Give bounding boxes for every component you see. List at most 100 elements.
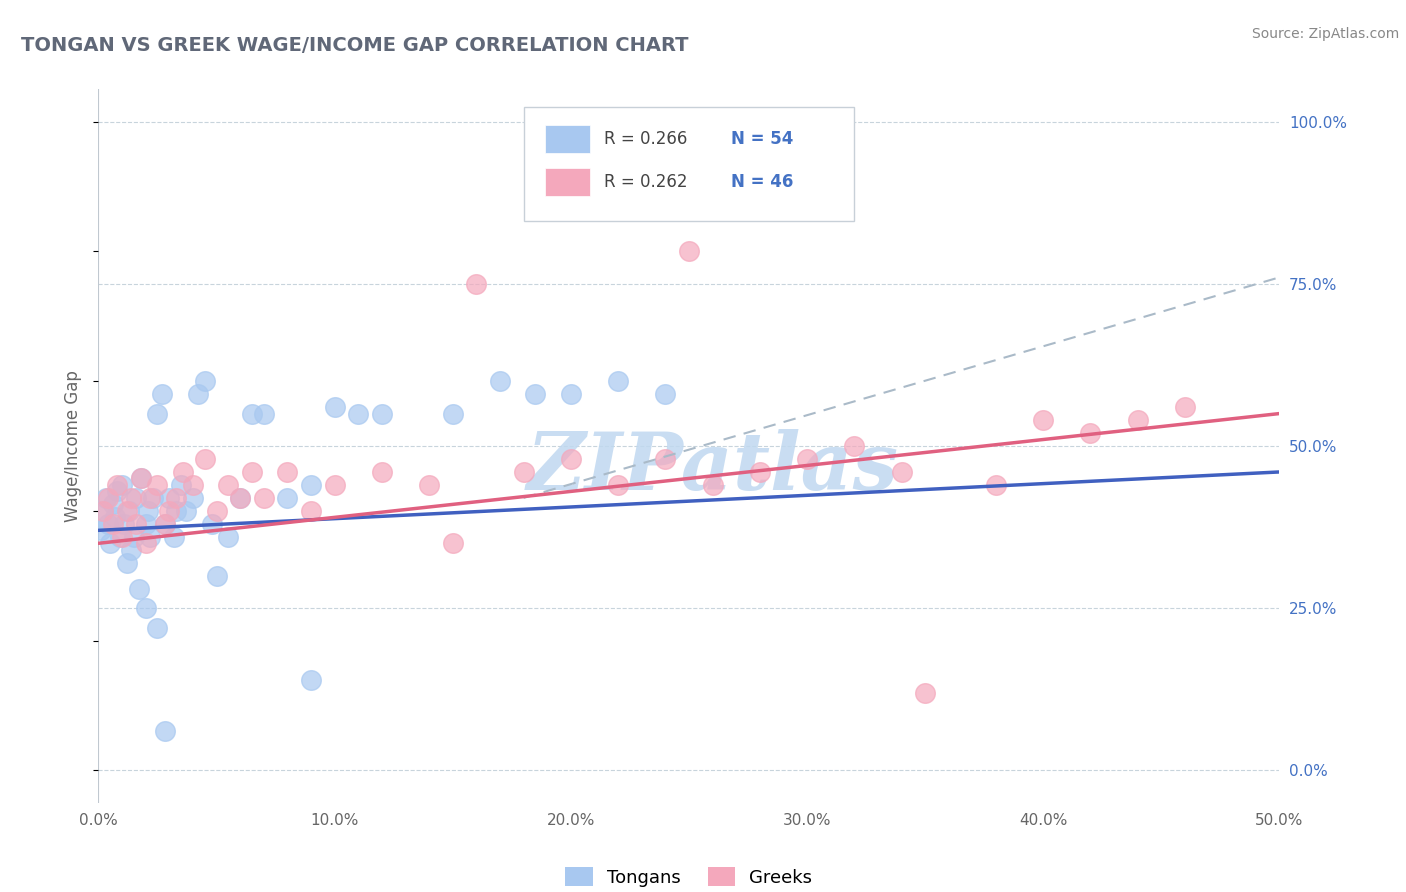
Point (323, 400, 346, 414)
Point (181, 491, 204, 505)
Point (187, 387, 209, 401)
Point (121, 542, 143, 557)
Point (135, 516, 157, 531)
Point (240, 407, 263, 421)
Point (276, 491, 298, 505)
Bar (523, 107, 855, 221)
Point (146, 478, 169, 492)
Point (108, 530, 131, 544)
Point (194, 452, 217, 467)
Point (489, 374, 512, 388)
Point (104, 510, 127, 524)
Point (146, 407, 169, 421)
Point (97, 491, 120, 505)
Point (129, 471, 152, 485)
Point (524, 387, 547, 401)
Point (217, 478, 239, 492)
Point (115, 556, 138, 570)
Point (560, 387, 582, 401)
Text: Source: ZipAtlas.com: Source: ZipAtlas.com (1251, 27, 1399, 41)
Y-axis label: Wage/Income Gap: Wage/Income Gap (65, 370, 83, 522)
Point (105, 484, 128, 499)
Point (253, 407, 276, 421)
Point (181, 478, 204, 492)
Point (153, 516, 176, 531)
Point (101, 516, 124, 531)
Point (299, 504, 322, 518)
Point (112, 516, 135, 531)
Point (135, 536, 157, 550)
Point (1174, 400, 1197, 414)
Point (702, 478, 724, 492)
Point (115, 504, 138, 518)
Point (1032, 413, 1054, 427)
Point (129, 471, 152, 485)
Point (299, 673, 322, 687)
Point (153, 724, 176, 739)
Point (157, 491, 180, 505)
Point (90, 524, 112, 538)
Point (1126, 413, 1149, 427)
Point (512, 465, 534, 479)
Text: TONGAN VS GREEK WAGE/INCOME GAP CORRELATION CHART: TONGAN VS GREEK WAGE/INCOME GAP CORRELAT… (21, 36, 689, 54)
Point (299, 478, 322, 492)
Point (229, 491, 252, 505)
Point (111, 478, 134, 492)
Point (441, 407, 464, 421)
Point (125, 491, 148, 505)
Point (441, 536, 464, 550)
Point (253, 491, 276, 505)
Point (122, 530, 145, 544)
Point (135, 601, 157, 615)
Point (94, 491, 117, 505)
Point (170, 478, 193, 492)
Point (371, 465, 394, 479)
Point (201, 516, 224, 531)
Point (796, 452, 818, 467)
Point (678, 244, 700, 259)
Point (914, 685, 936, 699)
Point (371, 407, 394, 421)
Point (172, 465, 194, 479)
Text: N = 46: N = 46 (731, 173, 794, 191)
Text: R = 0.266: R = 0.266 (605, 130, 688, 148)
Point (174, 504, 197, 518)
Point (111, 530, 134, 544)
Point (194, 374, 217, 388)
Point (125, 516, 148, 531)
Bar (546, 168, 589, 196)
Point (323, 478, 346, 492)
Point (217, 530, 239, 544)
Point (97, 516, 120, 531)
Point (98, 536, 121, 550)
Text: ZIPatlas: ZIPatlas (526, 429, 898, 506)
Point (607, 374, 630, 388)
Point (347, 407, 370, 421)
Point (139, 530, 162, 544)
Point (205, 504, 228, 518)
Text: N = 54: N = 54 (731, 130, 794, 148)
Point (157, 504, 180, 518)
Legend: Tongans, Greeks: Tongans, Greeks (565, 867, 813, 887)
Point (890, 465, 912, 479)
Point (128, 582, 150, 596)
Point (136, 504, 159, 518)
Point (984, 478, 1007, 492)
Point (163, 530, 186, 544)
Point (150, 387, 173, 401)
Point (276, 465, 298, 479)
Point (105, 478, 128, 492)
Point (91, 504, 114, 518)
Point (165, 504, 187, 518)
Point (229, 491, 252, 505)
Point (1080, 425, 1102, 440)
Point (165, 491, 187, 505)
Point (748, 465, 770, 479)
Point (139, 491, 162, 505)
Point (146, 621, 169, 635)
Point (844, 439, 866, 453)
Point (205, 568, 228, 582)
Point (418, 478, 440, 492)
Point (91, 504, 114, 518)
Point (121, 491, 143, 505)
